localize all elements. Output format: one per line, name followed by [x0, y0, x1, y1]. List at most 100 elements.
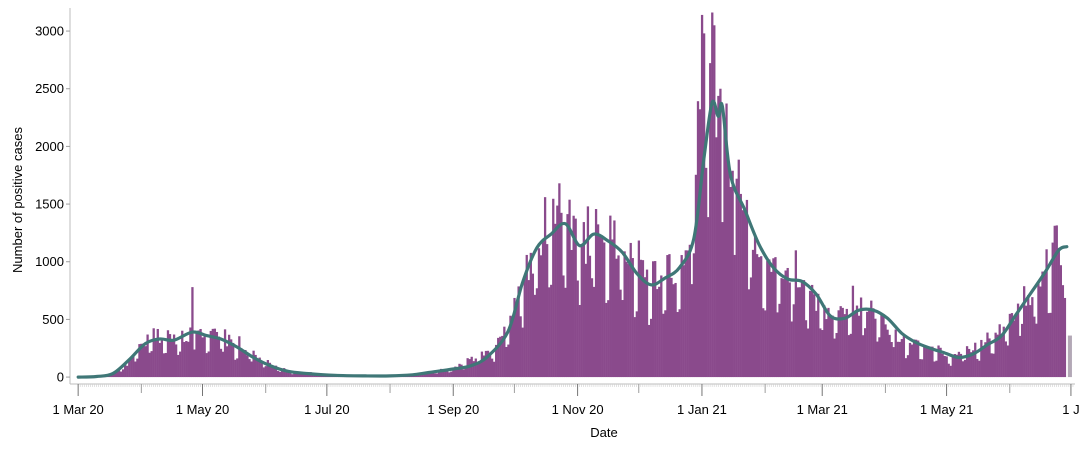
- daily-cases-bar: [906, 355, 910, 378]
- daily-cases-bar: [654, 261, 657, 378]
- daily-cases-bar: [128, 360, 131, 378]
- daily-cases-bar: [770, 271, 773, 378]
- daily-cases-bar: [892, 347, 895, 378]
- daily-cases-bar: [611, 239, 614, 378]
- daily-cases-bar: [472, 361, 475, 378]
- daily-cases-bar: [859, 297, 863, 378]
- daily-cases-bar: [450, 371, 453, 378]
- daily-cases-bar: [725, 103, 728, 378]
- daily-cases-bar: [240, 348, 243, 378]
- seven-day-average-line: [76, 99, 1069, 379]
- daily-cases-bar: [886, 329, 889, 378]
- daily-cases-bar: [185, 340, 188, 378]
- daily-cases-bar: [990, 353, 993, 378]
- daily-cases-bar: [168, 334, 172, 378]
- daily-cases-bar: [242, 350, 245, 378]
- daily-cases-bar: [468, 359, 471, 378]
- daily-cases-bar: [199, 328, 202, 378]
- daily-cases-bar: [825, 319, 828, 378]
- daily-cases-bar: [943, 355, 946, 378]
- daily-cases-bar: [623, 251, 626, 378]
- daily-cases-bar: [780, 278, 783, 378]
- daily-cases-bar: [543, 197, 547, 378]
- daily-cases-bar: [578, 304, 581, 378]
- daily-cases-bar: [213, 328, 217, 378]
- daily-cases-bar: [152, 328, 155, 378]
- daily-cases-bar: [177, 354, 180, 378]
- x-axis: 1 Mar 20 1 May 20 1 Jul 20 1 Sep 20 1 Nov 20…: [52, 383, 1080, 417]
- daily-cases-bar: [113, 371, 117, 378]
- daily-cases-bar: [902, 334, 906, 378]
- daily-cases-bar: [291, 374, 294, 378]
- daily-cases-bar: [225, 346, 229, 378]
- daily-cases-bar: [295, 372, 298, 378]
- daily-cases-bar: [527, 280, 530, 378]
- daily-cases-bar: [248, 359, 251, 378]
- daily-cases-bar: [727, 166, 730, 378]
- daily-cases-bar: [986, 332, 989, 378]
- daily-cases-bar: [796, 287, 800, 378]
- daily-cases-bar: [896, 341, 899, 378]
- daily-cases-bar: [790, 321, 793, 378]
- daily-cases-bar: [442, 369, 445, 378]
- daily-cases-bar: [552, 198, 555, 378]
- daily-cases-bar: [537, 248, 541, 378]
- y-tick-label: 500: [42, 312, 64, 327]
- daily-cases-bar: [715, 137, 718, 378]
- y-tick-label: 1000: [35, 254, 64, 269]
- x-tick-label: 1 J: [1062, 402, 1079, 417]
- daily-cases-bar: [870, 300, 873, 378]
- y-axis-title: Number of positive cases: [10, 127, 25, 273]
- daily-cases-bar: [941, 354, 944, 378]
- daily-cases-bar: [772, 258, 775, 378]
- daily-cases-bar: [252, 350, 255, 378]
- y-tick-label: 0: [57, 370, 64, 385]
- daily-cases-bar: [717, 95, 720, 378]
- x-tick-label: 1 Sep 20: [427, 402, 479, 417]
- daily-cases-bar: [1045, 249, 1048, 378]
- daily-cases-bar: [839, 306, 842, 378]
- daily-cases-bar: [521, 327, 524, 378]
- daily-cases-bar: [641, 260, 645, 378]
- daily-cases-bar: [645, 269, 649, 378]
- daily-cases-bar: [823, 305, 826, 378]
- daily-cases-bar: [596, 224, 600, 378]
- daily-cases-bar: [603, 242, 606, 378]
- daily-cases-bar: [444, 369, 447, 378]
- daily-cases-bar: [531, 273, 535, 378]
- daily-cases-bar: [900, 339, 903, 378]
- daily-cases-bar: [550, 284, 553, 378]
- daily-cases-bar: [853, 312, 857, 378]
- daily-cases-bar: [992, 353, 995, 378]
- daily-cases-bar: [166, 330, 170, 378]
- daily-cases-bar: [546, 244, 549, 378]
- daily-cases-bar: [621, 300, 624, 378]
- daily-cases-bar: [480, 351, 484, 378]
- daily-cases-bar: [599, 234, 602, 378]
- daily-cases-bar: [607, 300, 610, 378]
- daily-cases-bar: [652, 261, 655, 378]
- daily-cases-bar: [1012, 320, 1016, 378]
- daily-cases-bar: [827, 307, 830, 378]
- daily-cases-bar: [1010, 313, 1014, 378]
- daily-cases-bar: [111, 374, 115, 378]
- daily-cases-bar: [572, 215, 575, 378]
- daily-cases-bar: [980, 339, 983, 378]
- daily-cases-bar: [688, 244, 691, 378]
- daily-cases-bar: [584, 263, 588, 378]
- daily-cases-bar: [619, 289, 622, 378]
- daily-cases-bar: [499, 336, 502, 378]
- daily-cases-bar: [686, 250, 689, 378]
- daily-cases-bar: [556, 205, 559, 378]
- daily-cases-bar: [849, 333, 853, 378]
- daily-cases-bar: [586, 206, 590, 378]
- daily-cases-bar: [998, 324, 1001, 378]
- daily-cases-bar: [876, 341, 879, 378]
- daily-cases-bar: [845, 308, 848, 378]
- daily-cases-bar: [566, 214, 569, 378]
- daily-cases-bar: [431, 370, 435, 378]
- daily-cases-bar: [707, 217, 710, 378]
- daily-cases-bar: [158, 342, 161, 378]
- daily-cases-bar: [908, 342, 912, 378]
- daily-cases-bar: [798, 287, 802, 378]
